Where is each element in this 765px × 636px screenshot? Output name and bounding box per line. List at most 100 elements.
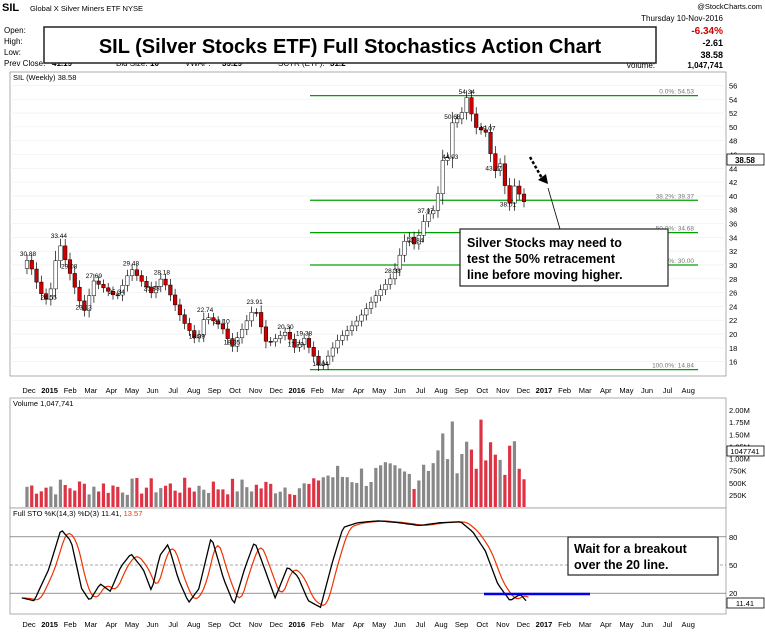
candle-body: [459, 112, 464, 120]
stochastic-x-tick-label: Apr: [106, 620, 118, 629]
high-label: High:: [4, 37, 23, 46]
stochastic-x-tick-label: Jun: [641, 620, 653, 629]
candle-body: [77, 286, 82, 302]
stochastic-y-tick-label: 80: [729, 533, 737, 542]
candle-body: [187, 323, 192, 331]
volume-y-tick-label: 250K: [729, 491, 747, 500]
candle-body: [53, 260, 58, 290]
candle-body: [502, 163, 507, 186]
stochastic-x-tick-label: Aug: [682, 620, 695, 629]
price-label: 30.88: [20, 251, 37, 258]
candle-body: [364, 308, 369, 316]
candle-body: [435, 193, 441, 211]
stochastic-panel: Full STO %K(14,3) %D(3) 11.41, 13.57 80 5…: [9, 507, 765, 615]
candle-body: [464, 97, 469, 113]
volume-bar: [159, 488, 163, 507]
candle-body: [235, 337, 240, 347]
candle-body: [196, 334, 202, 338]
price-x-tick-label: Jun: [394, 386, 406, 395]
candle-body: [39, 281, 44, 294]
candle-body: [158, 278, 163, 287]
price-grid: [10, 85, 726, 362]
price-label: 25.34: [108, 289, 125, 296]
volume-bar: [206, 492, 211, 507]
volume-bar: [412, 488, 416, 507]
volume-bar: [135, 478, 139, 507]
volume-bar: [503, 474, 507, 507]
candle-body: [244, 320, 249, 330]
volume-bar: [508, 445, 512, 507]
candle-body: [278, 335, 283, 339]
candle-body: [34, 268, 39, 283]
stochastic-k-line: [21, 520, 527, 609]
volume-bar: [183, 477, 187, 507]
stochastic-x-tick-label: Feb: [311, 620, 324, 629]
price-y-tick-label: 40: [729, 192, 737, 201]
candle-body: [330, 347, 335, 357]
stochastic-x-tick-label: 2015: [41, 620, 58, 629]
volume-bar: [240, 479, 244, 507]
candle-body: [120, 285, 125, 296]
price-x-tick-label: May: [619, 386, 633, 395]
volume-y-tick-label: 750K: [729, 467, 747, 476]
stochastic-d-value: 13.57: [124, 509, 143, 518]
stochastic-x-tick-label: Jul: [663, 620, 673, 629]
volume-bar: [278, 491, 282, 507]
price-x-tick-label: 2017: [536, 386, 553, 395]
price-x-tick-label: Dec: [22, 386, 36, 395]
price-label: 33.44: [51, 233, 68, 240]
candle-body: [407, 236, 412, 242]
volume-bar: [149, 478, 153, 507]
stochastic-x-tick-label: Jul: [416, 620, 426, 629]
annotation-line-1: Silver Stocks may need to: [467, 236, 622, 250]
volume-y-tick-label: 1.00M: [729, 455, 750, 464]
price-x-tick-label: Mar: [332, 386, 345, 395]
candle-body: [359, 314, 364, 322]
candle-body: [469, 97, 474, 115]
price-x-tick-label: Feb: [64, 386, 77, 395]
volume-bar: [474, 468, 478, 507]
stochastic-x-tick-label: Mar: [84, 620, 97, 629]
candle-body: [340, 335, 345, 341]
volume-y-tick-label: 1.50M: [729, 430, 750, 439]
price-x-tick-label: Feb: [558, 386, 571, 395]
price-x-tick-label: Jun: [147, 386, 159, 395]
price-y-tick-label: 50: [729, 123, 737, 132]
volume-bar: [264, 481, 268, 507]
price-x-tick-label: Oct: [476, 386, 489, 395]
candle-body: [521, 193, 527, 202]
volume-bar: [111, 485, 115, 507]
stochastic-y-tick-label: 20: [729, 589, 737, 598]
annotation-line-2: test the 50% retracement: [467, 252, 616, 266]
candle-body: [177, 304, 182, 316]
price-y-tick-label: 16: [729, 358, 737, 367]
volume-bar: [374, 467, 378, 507]
volume-bar: [450, 421, 454, 507]
candle-body: [354, 320, 359, 327]
stochastic-x-tick-label: May: [619, 620, 633, 629]
price-y-axis: 1618202224262830323436384042444648505254…: [729, 81, 737, 366]
price-y-tick-label: 34: [729, 233, 737, 242]
volume-bar: [259, 488, 263, 507]
volume-bar: [345, 477, 349, 507]
volume-bar: [422, 464, 426, 507]
price-x-tick-label: Aug: [187, 386, 200, 395]
price-label: 44.93: [442, 154, 459, 161]
volume-bar: [30, 485, 34, 507]
volume-bar: [402, 471, 407, 507]
volume-bar: [82, 483, 86, 507]
price-label: 20.30: [277, 324, 294, 331]
volume-legend: Volume 1,047,741: [13, 399, 73, 408]
candle-body: [163, 278, 168, 286]
price-label: 21.10: [213, 318, 230, 325]
volume-bar: [154, 492, 158, 507]
volume-bar: [369, 481, 373, 507]
stochastic-x-tick-label: Mar: [579, 620, 592, 629]
volume-y-tick-label: 500K: [729, 479, 747, 488]
candle-body: [153, 286, 159, 294]
candle-body: [44, 293, 49, 300]
candle-body: [182, 314, 187, 324]
stochastic-annotation-line-2: over the 20 line.: [574, 558, 668, 572]
stochastic-x-tick-label: Oct: [229, 620, 242, 629]
candle-body: [225, 328, 230, 339]
